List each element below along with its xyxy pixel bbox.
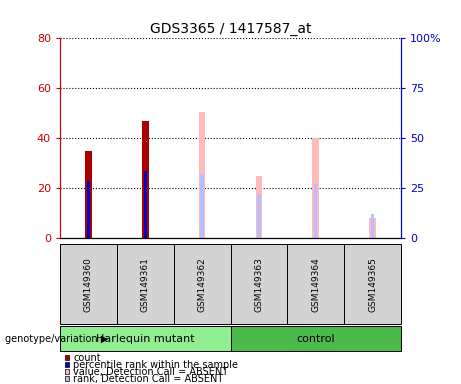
- Bar: [142, 121, 148, 238]
- Bar: [143, 170, 147, 238]
- Text: GSM149360: GSM149360: [84, 257, 93, 311]
- Bar: [257, 194, 260, 238]
- Bar: [371, 214, 374, 238]
- Text: rank, Detection Call = ABSENT: rank, Detection Call = ABSENT: [73, 374, 224, 384]
- Text: GSM149362: GSM149362: [198, 257, 207, 311]
- Bar: [314, 184, 318, 238]
- Text: percentile rank within the sample: percentile rank within the sample: [73, 360, 238, 370]
- Bar: [313, 138, 319, 238]
- Text: control: control: [296, 334, 335, 344]
- Bar: [85, 151, 92, 238]
- Text: GSM149361: GSM149361: [141, 257, 150, 311]
- Text: genotype/variation ▶: genotype/variation ▶: [5, 334, 108, 344]
- Text: GSM149365: GSM149365: [368, 257, 377, 311]
- Text: Harlequin mutant: Harlequin mutant: [96, 334, 195, 344]
- Text: GSM149364: GSM149364: [311, 257, 320, 311]
- Bar: [255, 176, 262, 238]
- Bar: [201, 174, 204, 238]
- Title: GDS3365 / 1417587_at: GDS3365 / 1417587_at: [150, 22, 311, 36]
- Text: value, Detection Call = ABSENT: value, Detection Call = ABSENT: [73, 367, 229, 377]
- Bar: [369, 218, 376, 238]
- Text: GSM149363: GSM149363: [254, 257, 263, 311]
- Bar: [87, 180, 90, 238]
- Bar: [199, 112, 206, 238]
- Text: count: count: [73, 353, 101, 363]
